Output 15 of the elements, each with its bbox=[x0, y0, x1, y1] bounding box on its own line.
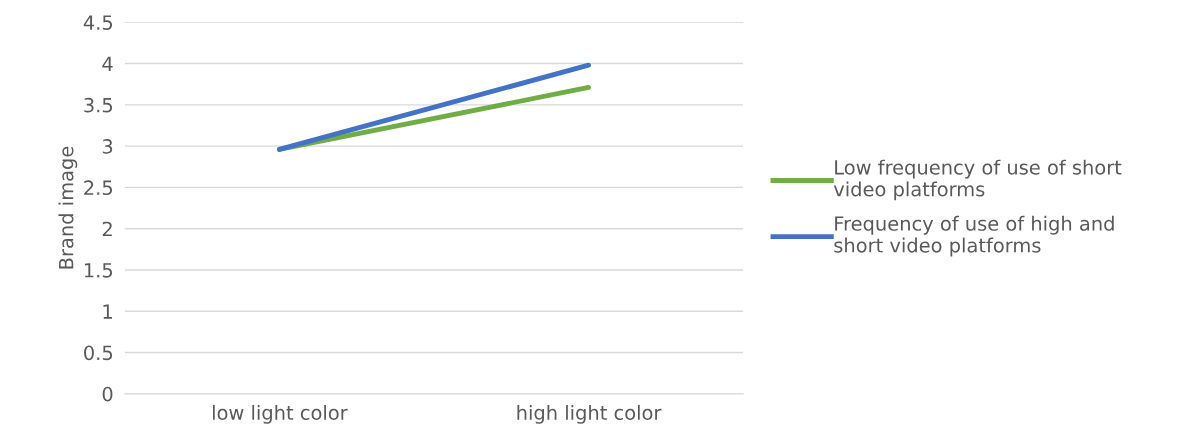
y-tick-label: 4.5 bbox=[83, 15, 113, 30]
legend-label: Frequency of use of high and short video platforms bbox=[834, 215, 1114, 257]
y-tick-label: 2.5 bbox=[84, 180, 113, 196]
y-tick-label: 0.5 bbox=[84, 345, 113, 361]
y-tick-label: 2 bbox=[102, 221, 112, 237]
x-tick-label: high light color bbox=[517, 404, 662, 424]
y-axis-title: Brand image bbox=[58, 146, 78, 269]
y-tick-label: 4 bbox=[102, 56, 113, 71]
y-tick-label: 1.5 bbox=[84, 263, 113, 278]
y-tick-label: 3 bbox=[102, 139, 113, 154]
y-tick-label: 0 bbox=[102, 386, 113, 402]
y-tick-label: 1 bbox=[103, 304, 112, 319]
x-tick-label: low light color bbox=[212, 404, 348, 424]
y-tick-label: 3.5 bbox=[84, 97, 113, 113]
legend-label: Low frequency of use of short video platforms bbox=[833, 159, 1122, 201]
